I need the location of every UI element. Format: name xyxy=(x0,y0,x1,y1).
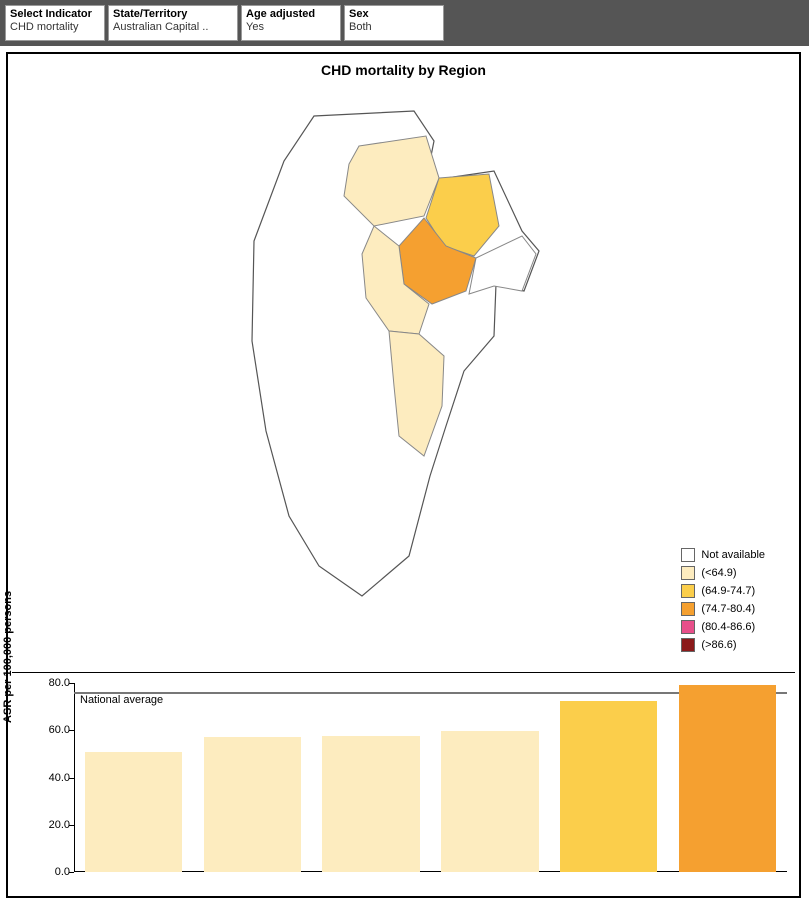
legend-item: (>86.6) xyxy=(681,638,765,652)
bar[interactable] xyxy=(560,701,657,872)
filter-value: Australian Capital .. xyxy=(113,21,233,33)
bar-chart-plot: 0.020.040.060.080.0National average xyxy=(74,683,787,872)
filter-age-adjusted[interactable]: Age adjusted Yes xyxy=(241,5,341,41)
legend-swatch xyxy=(681,548,695,562)
filter-sex[interactable]: Sex Both xyxy=(344,5,444,41)
legend-swatch xyxy=(681,620,695,634)
legend-swatch xyxy=(681,584,695,598)
map-legend: Not available (<64.9) (64.9-74.7) (74.7-… xyxy=(681,548,765,656)
y-tick-label: 0.0 xyxy=(55,866,70,878)
filter-value: CHD mortality xyxy=(10,21,100,33)
filter-select-indicator[interactable]: Select Indicator CHD mortality xyxy=(5,5,105,41)
bar[interactable] xyxy=(322,736,419,872)
y-tick-label: 40.0 xyxy=(49,772,70,784)
filter-label: Age adjusted xyxy=(246,8,336,20)
legend-swatch xyxy=(681,638,695,652)
filter-label: Select Indicator xyxy=(10,8,100,20)
bar[interactable] xyxy=(204,737,301,872)
filter-state-territory[interactable]: State/Territory Australian Capital .. xyxy=(108,5,238,41)
bar[interactable] xyxy=(441,731,538,872)
legend-swatch xyxy=(681,602,695,616)
legend-item: (74.7-80.4) xyxy=(681,602,765,616)
legend-label: (80.4-86.6) xyxy=(701,621,755,633)
choropleth-map[interactable]: Not available (<64.9) (64.9-74.7) (74.7-… xyxy=(12,86,795,666)
y-tick-label: 60.0 xyxy=(49,724,70,736)
bar[interactable] xyxy=(679,685,776,872)
filter-label: Sex xyxy=(349,8,439,20)
legend-label: (74.7-80.4) xyxy=(701,603,755,615)
legend-label: Not available xyxy=(701,549,765,561)
y-tick-label: 20.0 xyxy=(49,819,70,831)
legend-item: (64.9-74.7) xyxy=(681,584,765,598)
legend-label: (64.9-74.7) xyxy=(701,585,755,597)
y-axis xyxy=(74,683,75,872)
y-axis-label: ASR per 100,000 persons xyxy=(2,590,14,722)
bar-chart[interactable]: ASR per 100,000 persons 0.020.040.060.08… xyxy=(12,672,795,892)
legend-label: (<64.9) xyxy=(701,567,736,579)
filter-value: Yes xyxy=(246,21,336,33)
map-svg xyxy=(194,86,614,626)
main-panel: CHD mortality by Region Not available xyxy=(6,52,801,898)
legend-item: (80.4-86.6) xyxy=(681,620,765,634)
filter-label: State/Territory xyxy=(113,8,233,20)
national-average-label: National average xyxy=(80,694,163,706)
filter-value: Both xyxy=(349,21,439,33)
bar[interactable] xyxy=(85,752,182,872)
legend-item: Not available xyxy=(681,548,765,562)
legend-item: (<64.9) xyxy=(681,566,765,580)
y-tick-label: 80.0 xyxy=(49,677,70,689)
legend-label: (>86.6) xyxy=(701,639,736,651)
legend-swatch xyxy=(681,566,695,580)
chart-title: CHD mortality by Region xyxy=(12,62,795,78)
filter-bar: Select Indicator CHD mortality State/Ter… xyxy=(0,0,809,46)
